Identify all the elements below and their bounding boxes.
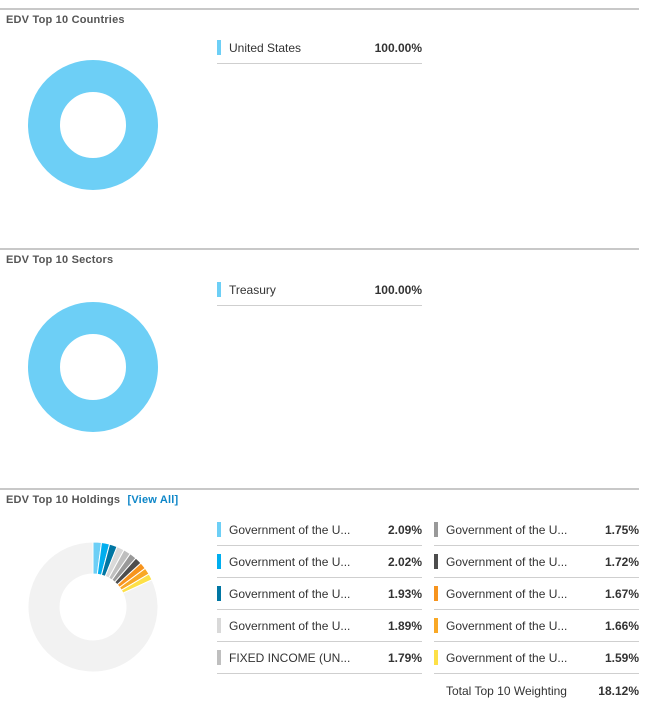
holdings-donut-chart — [27, 541, 159, 673]
holdings-title: EDV Top 10 Holdings [View All] — [6, 494, 178, 506]
legend-value: 100.00% — [374, 283, 422, 297]
countries-title: EDV Top 10 Countries — [6, 14, 125, 26]
total-weighting-label: Total Top 10 Weighting — [446, 684, 567, 698]
legend-swatch — [217, 40, 221, 55]
holding-link[interactable]: Government of the U... — [229, 587, 351, 601]
view-all-link[interactable]: [View All] — [127, 494, 179, 506]
legend-value: 1.66% — [604, 619, 639, 633]
countries-donut-chart — [28, 60, 158, 190]
holdings-title-text: EDV Top 10 Holdings — [6, 494, 121, 506]
donut-slice-other — [27, 541, 159, 673]
legend-label: United States — [229, 41, 302, 55]
legend-swatch — [434, 650, 438, 665]
sectors-title: EDV Top 10 Sectors — [6, 254, 114, 266]
sectors-legend: Treasury 100.00% — [217, 274, 422, 306]
legend-label: Treasury — [229, 283, 276, 297]
holding-link[interactable]: Government of the U... — [446, 555, 568, 569]
legend-value: 1.75% — [604, 523, 639, 537]
legend-item: Government of the U... 1.67% — [434, 578, 639, 610]
legend-item: Government of the U... 1.59% — [434, 642, 639, 674]
sectors-donut-chart — [28, 302, 158, 432]
legend-value: 1.79% — [387, 651, 422, 665]
legend-swatch — [434, 586, 438, 601]
holdings-legend-right: Government of the U... 1.75% Government … — [434, 514, 639, 674]
legend-swatch — [217, 650, 221, 665]
holding-link[interactable]: FIXED INCOME (UN... — [229, 651, 351, 665]
legend-item: FIXED INCOME (UN... 1.79% — [217, 642, 422, 674]
legend-item: Government of the U... 1.66% — [434, 610, 639, 642]
holdings-legend-left: Government of the U... 2.09% Government … — [217, 514, 422, 674]
legend-item: Government of the U... 1.89% — [217, 610, 422, 642]
legend-item: Government of the U... 2.02% — [217, 546, 422, 578]
total-weighting-value: 18.12% — [598, 684, 639, 698]
holding-link[interactable]: Government of the U... — [229, 619, 351, 633]
holdings-section: EDV Top 10 Holdings [View All] Governmen… — [0, 488, 639, 703]
legend-value: 1.89% — [387, 619, 422, 633]
legend-swatch — [434, 522, 438, 537]
legend-swatch — [217, 618, 221, 633]
legend-swatch — [217, 554, 221, 569]
holding-link[interactable]: Government of the U... — [446, 651, 568, 665]
legend-value: 2.09% — [387, 523, 422, 537]
legend-value: 100.00% — [374, 41, 422, 55]
legend-item: Government of the U... 1.72% — [434, 546, 639, 578]
holding-link[interactable]: Government of the U... — [446, 619, 568, 633]
countries-section: EDV Top 10 Countries United States 100.0… — [0, 8, 639, 248]
donut-slice — [28, 302, 158, 432]
holding-link[interactable]: Government of the U... — [446, 523, 568, 537]
sectors-section: EDV Top 10 Sectors Treasury 100.00% — [0, 248, 639, 488]
legend-swatch — [434, 618, 438, 633]
legend-item: Government of the U... 1.75% — [434, 514, 639, 546]
donut-slice — [28, 60, 158, 190]
legend-swatch — [217, 282, 221, 297]
legend-value: 1.67% — [604, 587, 639, 601]
holding-link[interactable]: Government of the U... — [229, 523, 351, 537]
legend-item: United States 100.00% — [217, 32, 422, 64]
legend-swatch — [217, 586, 221, 601]
legend-value: 2.02% — [387, 555, 422, 569]
legend-item: Government of the U... 1.93% — [217, 578, 422, 610]
legend-item: Government of the U... 2.09% — [217, 514, 422, 546]
legend-item: Treasury 100.00% — [217, 274, 422, 306]
holding-link[interactable]: Government of the U... — [446, 587, 568, 601]
legend-swatch — [217, 522, 221, 537]
holding-link[interactable]: Government of the U... — [229, 555, 351, 569]
legend-value: 1.72% — [604, 555, 639, 569]
countries-legend: United States 100.00% — [217, 32, 422, 64]
legend-value: 1.59% — [604, 651, 639, 665]
legend-swatch — [434, 554, 438, 569]
legend-value: 1.93% — [387, 587, 422, 601]
